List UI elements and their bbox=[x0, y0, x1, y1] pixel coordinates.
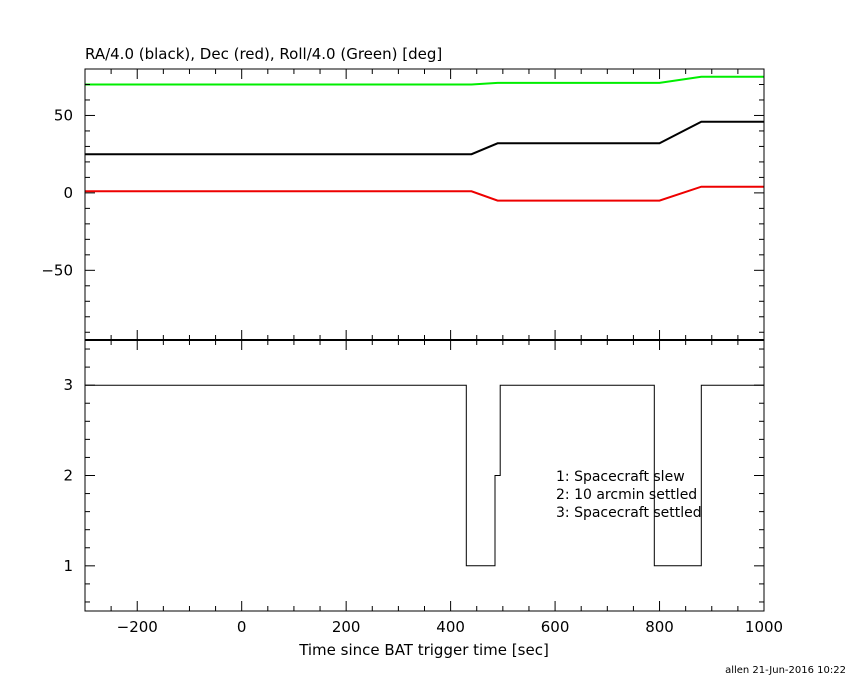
x-tick-label: 1000 bbox=[745, 618, 783, 636]
x-tick-label: 0 bbox=[237, 618, 247, 636]
legend-line-2: 2: 10 arcmin settled bbox=[556, 487, 697, 503]
bottom-panel-series bbox=[85, 384, 764, 567]
status-step-line bbox=[85, 384, 764, 567]
y-tick-label: 50 bbox=[54, 106, 73, 124]
x-axis-label: Time since BAT trigger time [sec] bbox=[298, 641, 549, 659]
legend-line-1: 1: Spacecraft slew bbox=[556, 469, 685, 485]
footer-stamp: allen 21-Jun-2016 10:22 bbox=[725, 665, 846, 676]
x-tick-label: 800 bbox=[645, 618, 674, 636]
series-line-0 bbox=[85, 75, 764, 86]
y-tick-label: −50 bbox=[41, 261, 73, 279]
top-panel-title: RA/4.0 (black), Dec (red), Roll/4.0 (Gre… bbox=[85, 45, 442, 63]
x-tick-label: 600 bbox=[541, 618, 570, 636]
y-tick-label: 2 bbox=[63, 467, 73, 485]
top-panel-series bbox=[85, 75, 764, 202]
x-tick-label: 200 bbox=[332, 618, 361, 636]
top-panel-ticks: −50 0 50 bbox=[41, 69, 764, 340]
series-line-2 bbox=[85, 185, 764, 202]
bottom-panel-ticks: 1 2 3 −200 0 200 400 600 800 1000 bbox=[63, 340, 783, 636]
y-tick-label: 3 bbox=[63, 376, 73, 394]
x-tick-label: 400 bbox=[436, 618, 465, 636]
top-panel-frame bbox=[84, 68, 765, 341]
series-line-1 bbox=[85, 120, 764, 156]
legend-line-3: 3: Spacecraft settled bbox=[556, 505, 702, 521]
y-tick-label: 1 bbox=[63, 557, 73, 575]
y-tick-label: 0 bbox=[63, 184, 73, 202]
x-tick-label: −200 bbox=[117, 618, 158, 636]
